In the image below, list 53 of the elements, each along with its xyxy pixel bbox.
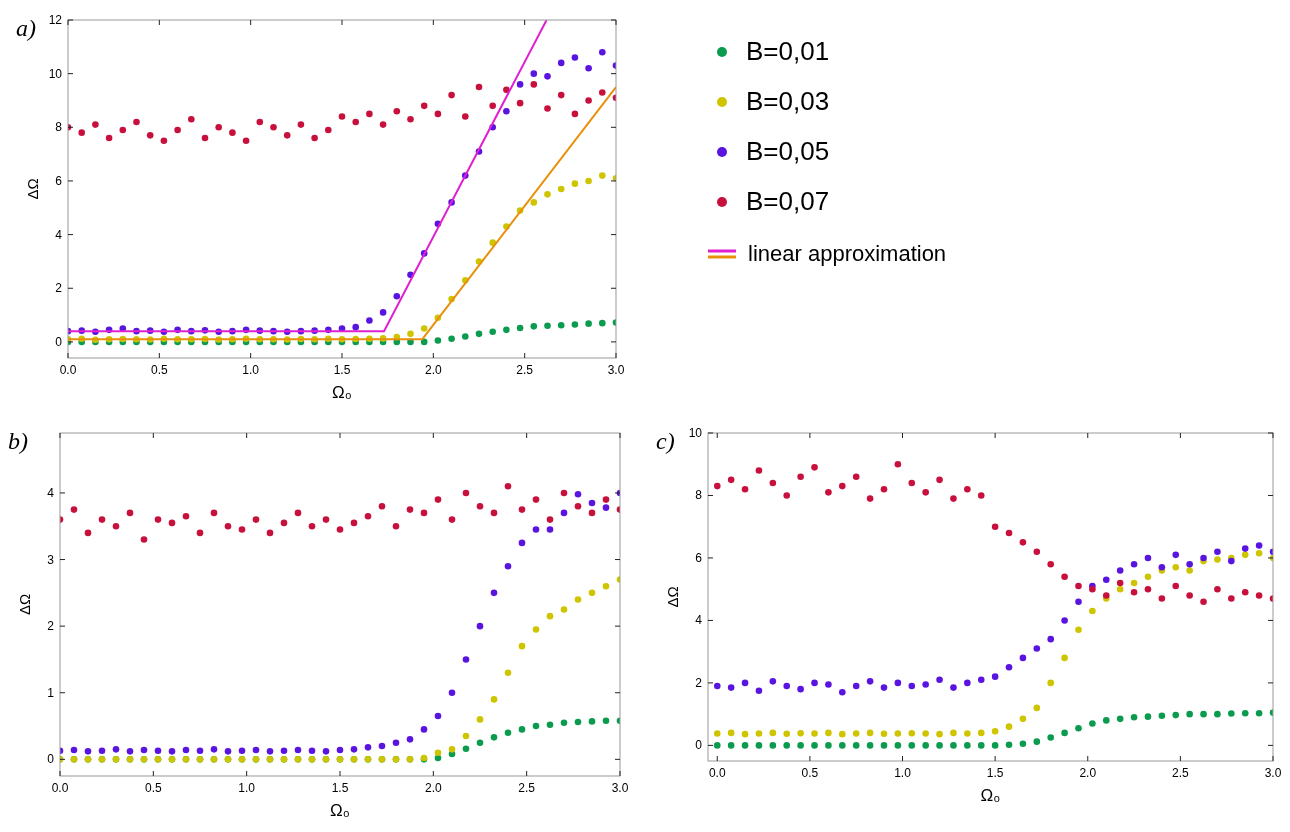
x-tick-label: 0.5	[801, 766, 819, 780]
y-tick-label: 0	[47, 752, 55, 767]
y-axis-title: ΔΩ	[664, 586, 681, 608]
x-tick-label: 3.0	[1264, 766, 1282, 780]
y-tick-label: 1	[47, 685, 55, 700]
x-tick-label: 1.0	[238, 781, 256, 795]
legend-label: B=0,07	[746, 186, 830, 216]
chart-title: b)	[8, 428, 28, 454]
x-axis-title: Ω₀	[330, 801, 350, 820]
x-tick-label: 1.0	[894, 766, 912, 780]
x-tick-label: 2.0	[424, 363, 442, 377]
x-tick-label: 2.0	[1079, 766, 1097, 780]
legend-label: B=0,05	[746, 136, 830, 166]
legend-label: linear approximation	[748, 241, 947, 266]
x-tick-label: 0.0	[59, 363, 77, 377]
x-tick-label: 2.0	[424, 781, 442, 795]
x-tick-label: 0.0	[708, 766, 726, 780]
y-axis-title: ΔΩ	[16, 593, 33, 616]
legend-label: B=0,01	[746, 36, 830, 66]
y-tick-label: 4	[695, 613, 703, 628]
chart-title: a)	[16, 15, 36, 41]
y-tick-label: 8	[695, 488, 703, 503]
y-tick-label: 0	[695, 738, 703, 753]
x-tick-label: 2.5	[516, 363, 534, 377]
y-axis-title: ΔΩ	[24, 178, 41, 200]
y-tick-label: 3	[47, 552, 55, 567]
y-tick-label: 10	[688, 426, 703, 440]
y-tick-label: 12	[48, 13, 63, 27]
x-tick-label: 0.5	[150, 363, 168, 377]
x-tick-label: 1.5	[331, 781, 349, 795]
y-tick-label: 0	[55, 334, 63, 349]
y-tick-label: 10	[48, 66, 63, 81]
x-tick-label: 1.5	[333, 363, 351, 377]
x-axis-title: Ω₀	[980, 786, 1001, 805]
x-tick-label: 1.0	[242, 363, 260, 377]
y-tick-label: 2	[47, 619, 55, 634]
y-tick-label: 4	[55, 227, 63, 242]
y-tick-label: 2	[695, 675, 703, 690]
x-tick-label: 2.5	[1172, 766, 1190, 780]
x-tick-label: 3.0	[607, 363, 625, 377]
chart-title: c)	[656, 428, 675, 454]
y-tick-label: 8	[55, 120, 63, 135]
x-tick-label: 0.0	[51, 781, 69, 795]
legend-label: B=0,03	[746, 86, 830, 116]
x-tick-label: 3.0	[611, 781, 629, 795]
x-tick-label: 0.5	[144, 781, 162, 795]
y-tick-label: 4	[47, 485, 55, 500]
x-tick-label: 2.5	[518, 781, 536, 795]
x-tick-label: 1.5	[986, 766, 1004, 780]
y-tick-label: 6	[55, 173, 63, 188]
y-tick-label: 6	[695, 550, 703, 565]
y-tick-label: 2	[55, 281, 63, 296]
x-axis-title: Ω₀	[332, 383, 352, 402]
